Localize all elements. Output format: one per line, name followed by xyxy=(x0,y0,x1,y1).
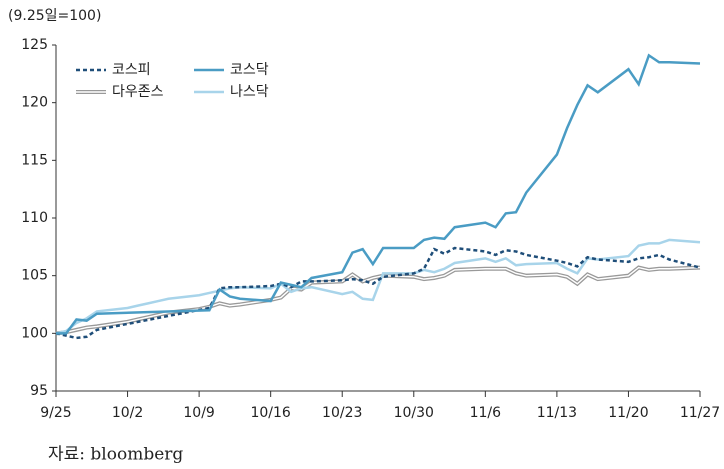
legend-label: 코스닥 xyxy=(230,62,269,78)
legend-label: 나스닥 xyxy=(230,84,269,100)
y-tick-label: 95 xyxy=(30,383,48,399)
y-tick-label: 120 xyxy=(21,95,48,111)
x-tick-label: 10/30 xyxy=(394,405,434,421)
x-tick-label: 10/9 xyxy=(183,405,214,421)
legend-label: 다우존스 xyxy=(112,84,164,100)
y-tick-label: 125 xyxy=(21,37,48,53)
unit-label: (9.25일=100) xyxy=(8,8,101,24)
y-tick-label: 100 xyxy=(21,325,48,341)
x-tick-label: 11/6 xyxy=(470,405,502,421)
series-line-inner xyxy=(55,266,701,335)
series-line xyxy=(55,238,701,335)
legend-label: 코스피 xyxy=(112,62,151,78)
x-tick-label: 11/20 xyxy=(608,405,648,421)
series-line xyxy=(56,53,701,335)
x-tick-label: 10/23 xyxy=(322,405,362,421)
y-tick-label: 110 xyxy=(21,210,48,226)
y-tick-label: 115 xyxy=(21,152,48,168)
x-tick-label: 10/16 xyxy=(250,405,290,421)
x-tick-label: 11/13 xyxy=(537,405,577,421)
series-line xyxy=(55,246,701,340)
x-tick-label: 9/25 xyxy=(40,405,71,421)
y-tick-label: 105 xyxy=(21,268,48,284)
source: 자료: bloomberg xyxy=(48,445,183,465)
x-tick-label: 11/27 xyxy=(680,405,720,421)
x-tick-label: 10/2 xyxy=(112,405,143,421)
